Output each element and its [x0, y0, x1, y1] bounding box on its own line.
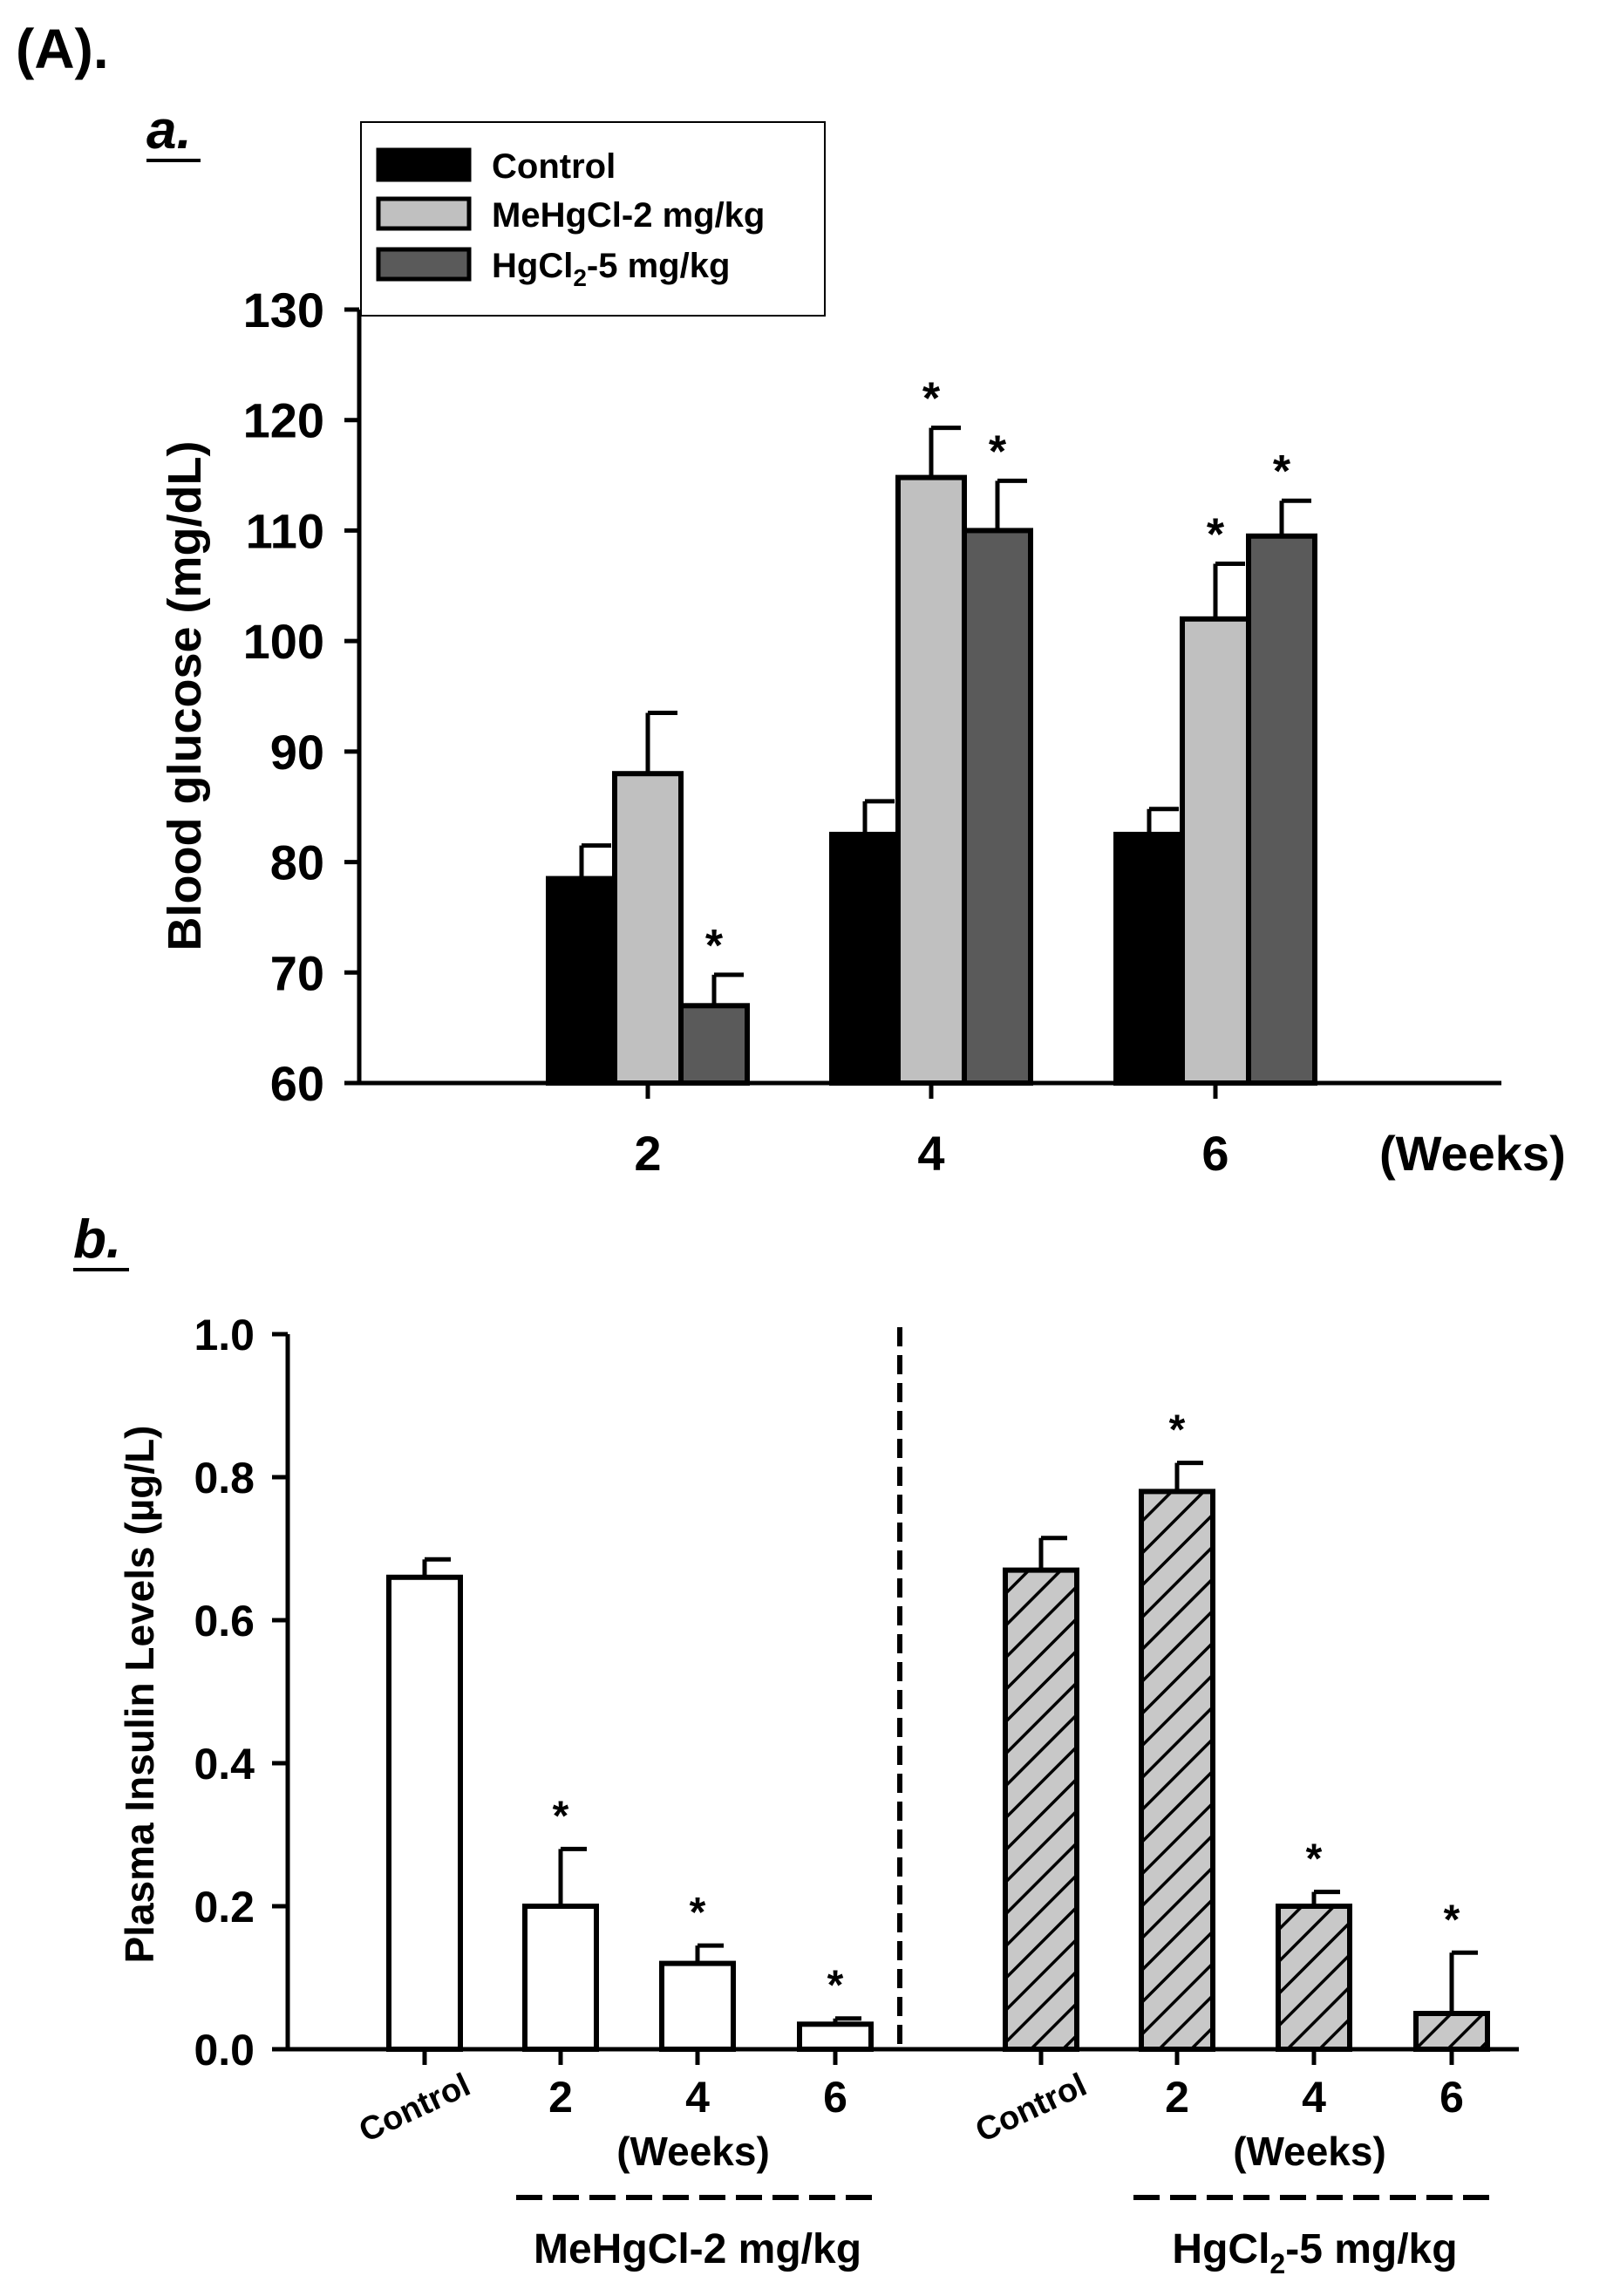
panel-b-ylabel: Plasma Insulin Levels (µg/L) — [117, 1425, 162, 1963]
panel-b-group-name-hgcl2: HgCl2-5 mg/kg — [1172, 2226, 1457, 2279]
bar — [895, 474, 967, 1086]
x-tick-label: 2 — [548, 2073, 573, 2122]
bar — [797, 2021, 874, 2053]
panel-a-y-axis-ticks: 60 70 80 90 100 110 120 130 — [243, 283, 359, 1111]
panel-a-label: a. — [146, 100, 192, 160]
y-tick-label: 0.2 — [194, 1883, 255, 1932]
y-tick-label: 90 — [270, 725, 324, 780]
bar — [522, 1904, 599, 2052]
panel-b-hg-main: HgCl — [1172, 2226, 1269, 2272]
x-tick-label: 6 — [823, 2073, 847, 2122]
y-tick-label: 1.0 — [194, 1311, 255, 1359]
panel-b: b. Plasma Insulin Levels (µg/L) 0.00.20.… — [73, 1209, 1519, 2279]
x-tick-label: Control — [970, 2067, 1092, 2150]
significance-star: * — [1207, 509, 1225, 560]
significance-star: * — [827, 1963, 844, 2009]
legend-swatch-mehg — [376, 196, 472, 231]
x-tick-label: 4 — [917, 1126, 944, 1181]
significance-star: * — [989, 426, 1007, 477]
bar — [1413, 2011, 1490, 2052]
panel-b-label: b. — [73, 1209, 121, 1270]
figure-label: (A). — [16, 17, 109, 80]
y-tick-label: 120 — [243, 393, 324, 448]
significance-star: * — [553, 1793, 569, 1839]
bar — [612, 771, 684, 1086]
bar — [1139, 1489, 1215, 2052]
x-tick-label: 4 — [685, 2073, 710, 2122]
legend-hg-suffix: -5 mg/kg — [587, 247, 730, 285]
bar — [1246, 533, 1317, 1086]
panel-a-x-unit-label: (Weeks) — [1379, 1126, 1566, 1181]
y-tick-label: 0.6 — [194, 1597, 255, 1645]
panel-b-bars: * * * * * * — [386, 1407, 1490, 2053]
panel-b-weeks-label-mehg: (Weeks) — [616, 2129, 770, 2174]
legend-hg-sub: 2 — [573, 264, 587, 291]
x-tick-label: 2 — [634, 1126, 661, 1181]
significance-star: * — [1169, 1407, 1186, 1454]
bar — [386, 1574, 463, 2053]
legend-hg-main: HgCl — [492, 247, 573, 285]
x-tick-label: 6 — [1201, 1126, 1228, 1181]
y-tick-label: 80 — [270, 835, 324, 890]
panel-a-legend: Control MeHgCl-2 mg/kg HgCl2-5 mg/kg — [360, 121, 826, 317]
x-tick-label: 4 — [1302, 2073, 1326, 2122]
panel-a: a. Blood glucose (mg/dL) 60 70 80 90 100 110 1… — [146, 100, 1566, 1181]
panel-b-hg-suffix: -5 mg/kg — [1285, 2226, 1457, 2272]
y-tick-label: 110 — [246, 503, 324, 558]
y-tick-label: 0.0 — [194, 2026, 255, 2075]
panel-b-weeks-label-hgcl2: (Weeks) — [1233, 2129, 1386, 2174]
bar — [962, 528, 1033, 1086]
panel-b-hg-sub: 2 — [1269, 2248, 1285, 2279]
legend-label-mehg: MeHgCl-2 mg/kg — [492, 196, 765, 235]
y-tick-label: 130 — [243, 283, 324, 337]
y-tick-label: 60 — [270, 1056, 324, 1111]
y-tick-label: 0.8 — [194, 1454, 255, 1502]
x-tick-label: Control — [354, 2067, 476, 2150]
legend-label-control: Control — [492, 147, 616, 186]
panel-b-y-axis-ticks: 0.0 0.2 0.4 0.6 0.8 1.0 — [194, 1311, 288, 2075]
significance-star: * — [705, 921, 724, 971]
significance-star: * — [1273, 446, 1291, 497]
bar — [1113, 831, 1185, 1087]
panel-a-ylabel: Blood glucose (mg/dL) — [159, 441, 211, 951]
bar — [1276, 1904, 1352, 2052]
panel-b-group-name-mehg: MeHgCl-2 mg/kg — [534, 2226, 861, 2272]
significance-star: * — [922, 374, 941, 425]
significance-star: * — [690, 1890, 706, 1936]
bar — [678, 1003, 750, 1087]
x-tick-label: 6 — [1439, 2073, 1464, 2122]
significance-star: * — [1306, 1836, 1323, 1883]
legend-swatch-control — [376, 147, 472, 182]
bar — [659, 1960, 736, 2053]
y-tick-label: 0.4 — [194, 1740, 255, 1788]
significance-star: * — [1444, 1897, 1460, 1943]
bar — [1180, 616, 1251, 1086]
bar — [829, 831, 901, 1087]
bar — [546, 875, 617, 1086]
legend-label-hgcl2: HgCl2-5 mg/kg — [492, 247, 730, 291]
x-tick-label: 2 — [1165, 2073, 1189, 2122]
y-tick-label: 70 — [270, 945, 324, 1000]
panel-a-x-axis-ticks: 2 4 6 — [634, 1083, 1229, 1181]
y-tick-label: 100 — [243, 614, 324, 669]
legend-swatch-hgcl2 — [376, 247, 472, 282]
bar — [1003, 1567, 1079, 2052]
panel-a-bars: * * * * * — [546, 374, 1317, 1087]
